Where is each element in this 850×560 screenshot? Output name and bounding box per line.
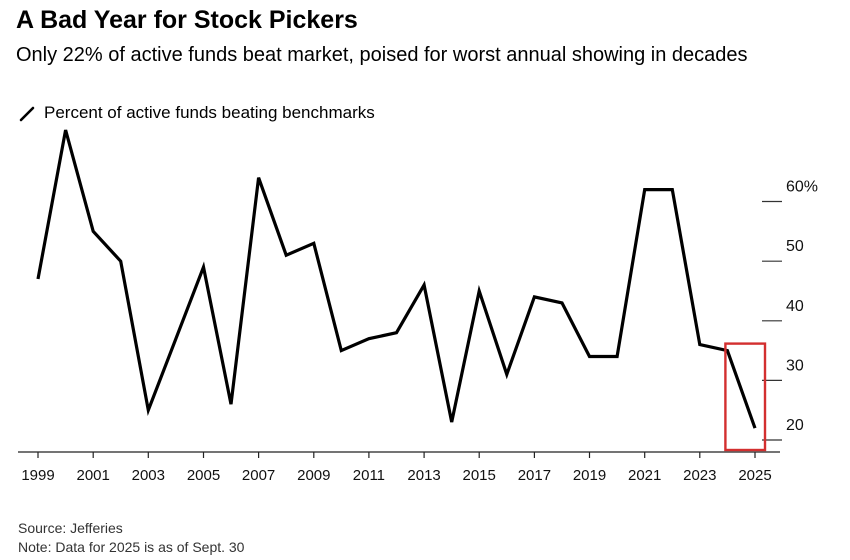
data-point-2012 [395,331,399,335]
data-point-2010 [339,349,343,353]
data-point-2006 [229,402,233,406]
x-tick-label: 2009 [297,467,330,484]
series-line [36,129,757,429]
line-chart: 20 30 40 50 60% 1999 2001 2003 2005 2007 2009 2011… [18,128,818,484]
legend-line-icon [19,106,35,122]
x-tick-label: 2015 [463,467,496,484]
data-point-2014 [450,420,454,424]
y-tick-label: 50 [786,238,804,255]
data-point-2019 [588,355,592,359]
x-tick-label: 2011 [353,467,385,484]
chart-subtitle: Only 22% of active funds beat market, po… [16,44,748,66]
footer: Source: Jefferies Note: Data for 2025 is… [18,519,244,557]
y-tick-label: 60% [786,179,818,196]
data-note: Note: Data for 2025 is as of Sept. 30 [18,539,245,555]
data-point-2021 [643,188,647,192]
data-point-2016 [505,372,509,376]
y-tick-label: 40 [786,298,804,315]
data-point-2020 [615,355,619,359]
y-tick-label: 30 [786,357,804,374]
data-point-2017 [532,295,536,299]
data-point-2013 [422,283,426,287]
x-tick-label: 2019 [573,467,606,484]
x-tick-label: 2023 [683,467,716,484]
data-point-2002 [119,259,123,263]
data-point-2007 [257,176,261,180]
highlight-box-2025 [724,342,767,452]
x-tick-label: 2025 [738,467,771,484]
data-point-2018 [560,301,564,305]
data-point-2008 [284,253,288,257]
x-tick-label: 2001 [77,467,110,484]
legend-label: Percent of active funds beating benchmar… [44,103,375,122]
x-tick-label: 1999 [21,467,54,484]
data-point-1999 [36,277,40,281]
data-point-2009 [312,241,316,245]
data-point-2025 [753,426,757,430]
x-tick-label: 2021 [628,467,661,484]
data-point-2001 [91,229,95,233]
x-tick-label: 2013 [407,467,440,484]
source-note: Source: Jefferies [18,520,123,536]
data-point-2011 [367,337,371,341]
data-point-2022 [670,188,674,192]
x-tick-label: 2005 [187,467,220,484]
x-tick-label: 2007 [242,467,275,484]
x-axis: 1999 2001 2003 2005 2007 2009 2011 2013 2015 2017… [21,452,772,484]
data-point-2003 [146,408,150,412]
y-tick-label: 20 [786,417,804,434]
data-point-2005 [202,265,206,269]
x-tick-label: 2003 [132,467,165,484]
legend: Percent of active funds beating benchmar… [18,103,375,123]
data-point-2004 [174,337,178,341]
y-axis: 20 30 40 50 60% [762,179,818,441]
data-point-2015 [477,289,481,293]
data-point-2023 [698,343,702,347]
chart-title: A Bad Year for Stock Pickers [16,6,358,34]
data-point-2000 [64,128,68,132]
x-tick-label: 2017 [518,467,551,484]
